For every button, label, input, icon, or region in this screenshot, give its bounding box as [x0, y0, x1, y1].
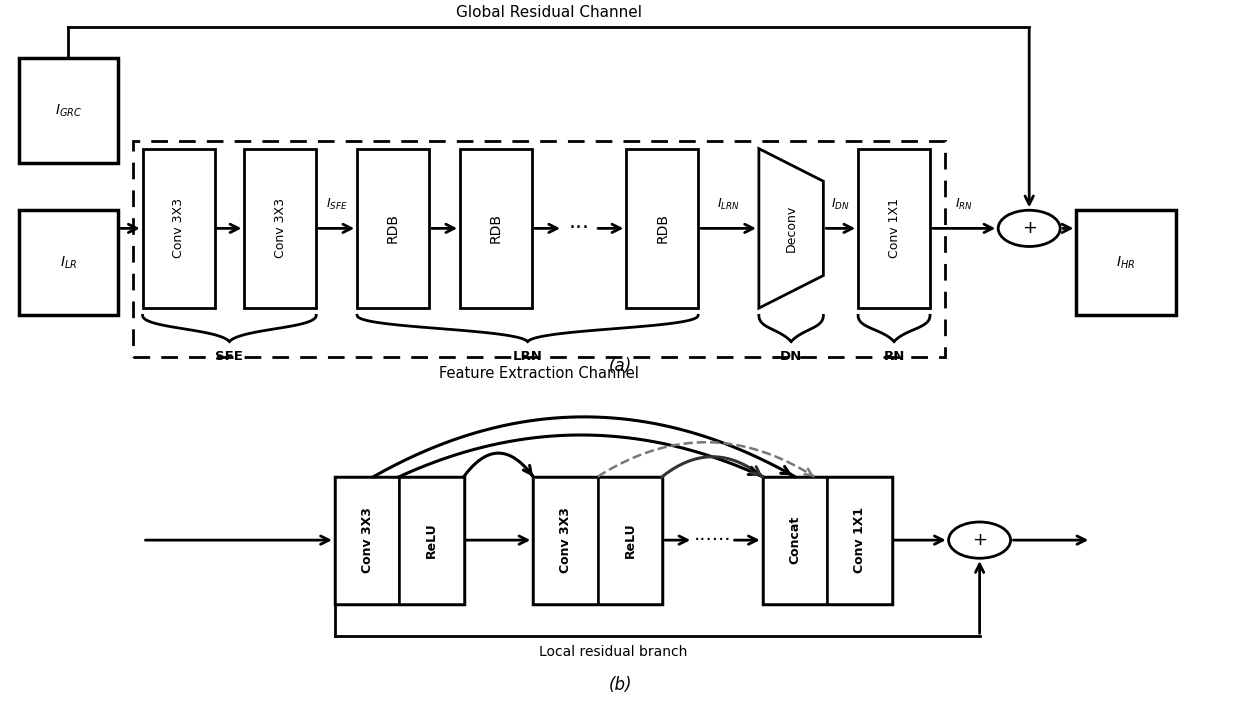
Text: Feature Extraction Channel: Feature Extraction Channel [439, 366, 639, 381]
Text: $I_{HR}$: $I_{HR}$ [1116, 254, 1136, 271]
Polygon shape [759, 149, 823, 308]
Text: ···: ··· [569, 218, 589, 239]
Text: $I_{DN}$: $I_{DN}$ [831, 197, 851, 212]
FancyBboxPatch shape [19, 210, 118, 315]
Text: Global Residual Channel: Global Residual Channel [456, 4, 642, 20]
FancyBboxPatch shape [335, 477, 399, 603]
Text: RN: RN [883, 350, 905, 363]
Text: (b): (b) [609, 676, 631, 694]
FancyBboxPatch shape [763, 477, 892, 603]
FancyBboxPatch shape [858, 149, 930, 308]
Text: DN: DN [780, 350, 802, 363]
FancyBboxPatch shape [143, 149, 215, 308]
Text: $I_{GRC}$: $I_{GRC}$ [55, 102, 82, 119]
Text: $I_{LR}$: $I_{LR}$ [60, 254, 77, 271]
Text: RDB: RDB [386, 213, 401, 244]
Text: RDB: RDB [655, 213, 670, 244]
FancyBboxPatch shape [244, 149, 316, 308]
Text: +: + [1022, 220, 1037, 237]
Text: RDB: RDB [489, 213, 503, 244]
Text: SFE: SFE [216, 350, 243, 363]
Text: ReLU: ReLU [624, 522, 636, 558]
FancyBboxPatch shape [533, 477, 662, 603]
Circle shape [998, 210, 1060, 246]
Text: $I_{SFE}$: $I_{SFE}$ [326, 197, 347, 212]
FancyBboxPatch shape [335, 477, 464, 603]
Text: +: + [972, 531, 987, 549]
Text: (a): (a) [609, 357, 631, 375]
Text: Conv 3X3: Conv 3X3 [361, 507, 373, 573]
Text: ······: ······ [693, 531, 732, 550]
FancyBboxPatch shape [19, 58, 118, 163]
FancyBboxPatch shape [598, 477, 662, 603]
Text: Conv 3X3: Conv 3X3 [172, 199, 185, 258]
Text: Deconv: Deconv [785, 204, 797, 252]
FancyBboxPatch shape [399, 477, 464, 603]
FancyBboxPatch shape [533, 477, 598, 603]
Text: Local residual branch: Local residual branch [539, 645, 687, 659]
Text: Conv 3X3: Conv 3X3 [559, 507, 572, 573]
Text: ReLU: ReLU [425, 522, 438, 558]
Text: Conv 3X3: Conv 3X3 [274, 199, 286, 258]
FancyBboxPatch shape [1076, 210, 1176, 315]
FancyBboxPatch shape [827, 477, 892, 603]
FancyBboxPatch shape [763, 477, 827, 603]
Text: $I_{RN}$: $I_{RN}$ [955, 197, 973, 212]
FancyBboxPatch shape [357, 149, 429, 308]
FancyBboxPatch shape [626, 149, 698, 308]
Text: LRN: LRN [512, 350, 543, 363]
Text: Concat: Concat [789, 516, 801, 564]
FancyBboxPatch shape [460, 149, 532, 308]
Circle shape [949, 522, 1011, 558]
Text: $I_{LRN}$: $I_{LRN}$ [717, 197, 740, 212]
Text: Conv 1X1: Conv 1X1 [888, 199, 900, 258]
Text: Conv 1X1: Conv 1X1 [853, 507, 866, 573]
